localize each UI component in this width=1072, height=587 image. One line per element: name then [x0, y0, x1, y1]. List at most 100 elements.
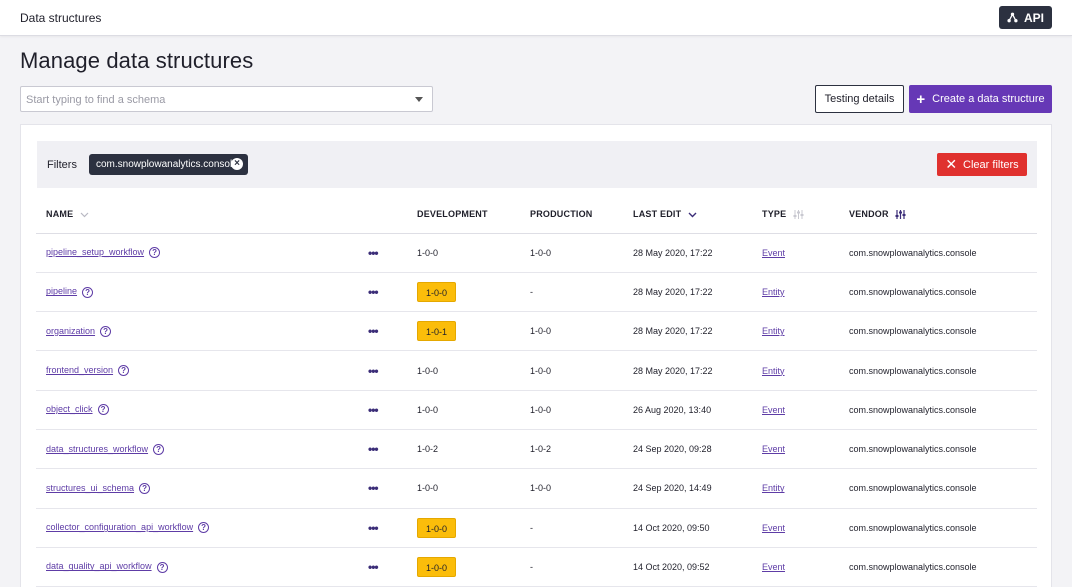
- help-icon[interactable]: ?: [139, 482, 151, 494]
- type-link[interactable]: Entity: [762, 326, 785, 337]
- column-header-actions: [358, 196, 407, 234]
- testing-details-button[interactable]: Testing details: [815, 85, 904, 113]
- vendor-filter-chip[interactable]: com.snowplowanalytics.console ×: [89, 154, 248, 175]
- more-options-icon[interactable]: •••: [368, 481, 379, 496]
- api-button[interactable]: API: [999, 6, 1052, 29]
- help-icon[interactable]: ?: [82, 286, 94, 298]
- remove-filter-icon[interactable]: ×: [231, 158, 243, 170]
- more-options-icon[interactable]: •••: [368, 442, 379, 457]
- schema-name-link[interactable]: collector_configuration_api_workflow: [46, 522, 194, 533]
- schema-name-link[interactable]: frontend_version: [46, 364, 114, 375]
- schema-name-link[interactable]: pipeline_setup_workflow: [46, 247, 145, 258]
- vendor-name: com.snowplowanalytics.console: [849, 247, 977, 258]
- create-data-structure-button[interactable]: + Create a data structure: [909, 85, 1052, 113]
- more-options-icon[interactable]: •••: [368, 520, 379, 535]
- table-row[interactable]: object_click? ••• 1-0-0 1-0-0 26 Aug 2020, 1…: [36, 390, 1037, 430]
- vendor-cell: com.snowplowanalytics.console: [839, 390, 1037, 430]
- more-options-icon[interactable]: •••: [368, 284, 379, 299]
- schema-name-link[interactable]: organization: [46, 325, 96, 336]
- name-cell: collector_configuration_api_workflow?: [36, 508, 358, 548]
- actions-cell: •••: [358, 233, 407, 273]
- schema-name-link[interactable]: object_click: [46, 404, 93, 415]
- last-edit-date: 14 Oct 2020, 09:50: [633, 522, 710, 533]
- more-options-icon[interactable]: •••: [368, 245, 379, 260]
- schema-search[interactable]: [20, 86, 433, 112]
- column-header-vendor[interactable]: VENDOR: [839, 196, 1037, 234]
- filters-bar: Filters com.snowplowanalytics.console × …: [37, 141, 1037, 188]
- type-link[interactable]: Entity: [762, 286, 785, 297]
- chevron-down-icon[interactable]: [688, 212, 697, 218]
- vendor-cell: com.snowplowanalytics.console: [839, 468, 1037, 509]
- production-version: 1-0-2: [530, 444, 552, 455]
- column-header-production[interactable]: PRODUCTION: [520, 196, 623, 234]
- last-edit-cell: 28 May 2020, 17:22: [623, 350, 752, 391]
- more-options-icon[interactable]: •••: [368, 402, 379, 417]
- type-link[interactable]: Event: [762, 562, 786, 573]
- help-icon[interactable]: ?: [153, 443, 165, 455]
- column-header-type[interactable]: TYPE: [752, 196, 839, 234]
- type-link[interactable]: Event: [762, 522, 786, 533]
- column-header-name-label: NAME: [46, 209, 74, 220]
- table-row[interactable]: data_structures_workflow? ••• 1-0-2 1-0-2 24…: [36, 429, 1037, 470]
- more-options-icon[interactable]: •••: [368, 363, 379, 378]
- table-row[interactable]: pipeline? ••• 1-0-0 - 28 May 2020, 17:22 Enti…: [36, 272, 1037, 313]
- last-edit-cell: 24 Sep 2020, 14:49: [623, 468, 752, 509]
- column-header-development[interactable]: DEVELOPMENT: [407, 196, 520, 234]
- vendor-cell: com.snowplowanalytics.console: [839, 508, 1037, 548]
- chevron-down-icon[interactable]: [415, 97, 423, 102]
- clear-filters-button[interactable]: ✕ Clear filters: [937, 153, 1027, 176]
- last-edit-date: 28 May 2020, 17:22: [633, 326, 713, 337]
- last-edit-cell: 26 Aug 2020, 13:40: [623, 390, 752, 430]
- development-version: 1-0-0: [417, 483, 439, 494]
- help-icon[interactable]: ?: [100, 325, 112, 337]
- type-link[interactable]: Entity: [762, 483, 785, 494]
- help-icon[interactable]: ?: [198, 522, 210, 534]
- vendor-name: com.snowplowanalytics.console: [849, 483, 977, 494]
- last-edit-date: 24 Sep 2020, 09:28: [633, 444, 712, 455]
- development-version-badge: 1-0-1: [417, 321, 457, 342]
- last-edit-cell: 24 Sep 2020, 09:28: [623, 429, 752, 470]
- filter-sliders-icon[interactable]: [793, 209, 804, 220]
- help-icon[interactable]: ?: [97, 404, 109, 416]
- schema-name-link[interactable]: data_quality_api_workflow: [46, 561, 152, 572]
- table-row[interactable]: structures_ui_schema? ••• 1-0-0 1-0-0 24 Sep…: [36, 468, 1037, 509]
- development-cell: 1-0-1: [407, 311, 520, 352]
- help-icon[interactable]: ?: [118, 365, 130, 377]
- schema-search-input[interactable]: [26, 92, 406, 107]
- development-cell: 1-0-0: [407, 547, 520, 587]
- development-version: 1-0-0: [417, 404, 439, 415]
- more-options-icon[interactable]: •••: [368, 560, 379, 575]
- name-cell: structures_ui_schema?: [36, 468, 358, 509]
- table-row[interactable]: organization? ••• 1-0-1 1-0-0 28 May 2020, 1…: [36, 311, 1037, 352]
- chevron-down-icon[interactable]: [80, 212, 89, 218]
- actions-cell: •••: [358, 272, 407, 313]
- type-link[interactable]: Event: [762, 444, 786, 455]
- type-link[interactable]: Entity: [762, 365, 785, 376]
- column-header-last-edit[interactable]: LAST EDIT: [623, 196, 752, 234]
- vendor-cell: com.snowplowanalytics.console: [839, 233, 1037, 273]
- vendor-name: com.snowplowanalytics.console: [849, 286, 977, 297]
- table-row[interactable]: frontend_version? ••• 1-0-0 1-0-0 28 May 202…: [36, 350, 1037, 391]
- table-row[interactable]: collector_configuration_api_workflow? •••…: [36, 508, 1037, 548]
- help-icon[interactable]: ?: [156, 561, 168, 573]
- last-edit-date: 28 May 2020, 17:22: [633, 365, 713, 376]
- help-icon[interactable]: ?: [149, 247, 161, 259]
- more-options-icon[interactable]: •••: [368, 324, 379, 339]
- actions-cell: •••: [358, 468, 407, 509]
- type-link[interactable]: Event: [762, 404, 786, 415]
- page-title: Manage data structures: [20, 48, 254, 73]
- table-row[interactable]: data_quality_api_workflow? ••• 1-0-0 - 14 Oc…: [36, 547, 1037, 587]
- actions-cell: •••: [358, 508, 407, 548]
- table-header-row: NAME DEVELOPMENT PRODUCTION LAST EDIT TY…: [36, 196, 1037, 234]
- production-cell: 1-0-0: [520, 233, 623, 273]
- type-link[interactable]: Event: [762, 247, 786, 258]
- schema-name-link[interactable]: pipeline: [46, 286, 78, 297]
- production-version: 1-0-0: [530, 247, 552, 258]
- schema-name-link[interactable]: data_structures_workflow: [46, 443, 149, 454]
- schema-name-link[interactable]: structures_ui_schema: [46, 482, 135, 493]
- type-cell: Entity: [752, 311, 839, 352]
- actions-cell: •••: [358, 547, 407, 587]
- table-row[interactable]: pipeline_setup_workflow? ••• 1-0-0 1-0-0 28 …: [36, 233, 1037, 273]
- filter-sliders-icon[interactable]: [895, 209, 906, 220]
- column-header-name[interactable]: NAME: [36, 196, 358, 234]
